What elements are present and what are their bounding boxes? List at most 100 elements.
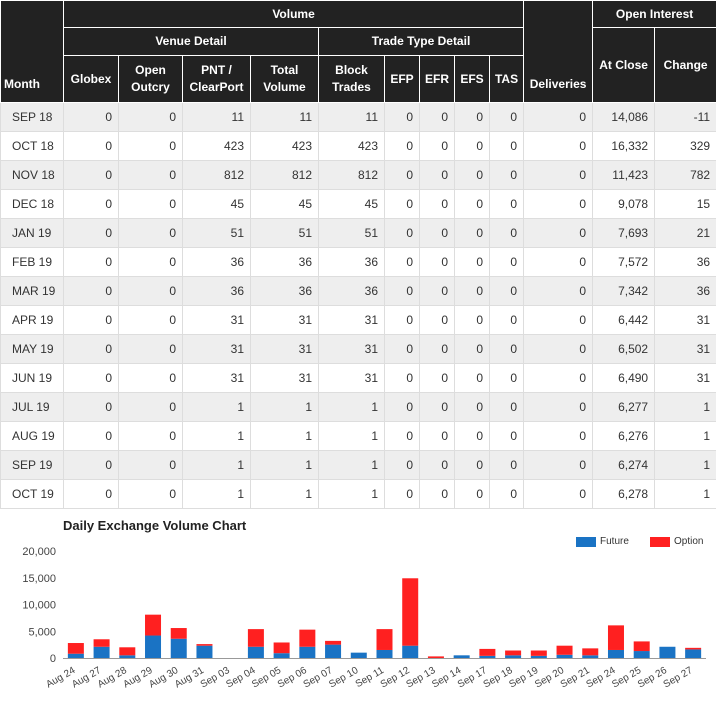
open-outcry-cell: 0 (118, 247, 183, 277)
efr-cell: 0 (419, 392, 455, 422)
month-cell: DEC 18 (0, 189, 64, 219)
block-trades-cell: 1 (318, 450, 385, 480)
deliveries-cell: 0 (523, 392, 594, 422)
bar-future-sep-26 (659, 646, 676, 658)
deliveries-cell: 0 (523, 305, 594, 335)
tas-cell: 0 (488, 218, 525, 248)
efs-cell: 0 (454, 421, 490, 451)
at-close-cell: 7,572 (592, 247, 656, 277)
at-close-cell: 6,277 (592, 392, 656, 422)
table-row: MAY 19 0 0 31 31 31 0 0 0 0 0 6,502 31 (0, 334, 716, 364)
tas-cell: 0 (488, 102, 525, 132)
change-cell: 21 (654, 218, 716, 248)
efs-cell: 0 (454, 334, 490, 364)
legend-label-future: Future (600, 536, 629, 547)
change-cell: 1 (654, 421, 716, 451)
bar-future-sep-05 (273, 653, 290, 658)
pnt-clearport-cell: 31 (182, 334, 251, 364)
efs-cell: 0 (454, 189, 490, 219)
efp-header: EFP (384, 55, 420, 103)
deliveries-cell: 0 (523, 479, 594, 509)
efr-cell: 0 (419, 218, 455, 248)
pnt-clearport-cell: 31 (182, 363, 251, 393)
pnt-clearport-header: PNT / ClearPort (182, 55, 251, 103)
efs-header: EFS (454, 55, 490, 103)
bar-option-sep-24 (607, 625, 624, 650)
deliveries-cell: 0 (523, 102, 594, 132)
globex-header: Globex (63, 55, 119, 103)
block-trades-cell: 45 (318, 189, 385, 219)
total-volume-cell: 36 (250, 247, 319, 277)
bar-option-sep-11 (376, 629, 393, 650)
efp-cell: 0 (384, 247, 420, 277)
legend-swatch-future (576, 536, 596, 547)
deliveries-header: Deliveries (523, 0, 594, 103)
bar-future-aug-24 (67, 653, 84, 658)
globex-cell: 0 (63, 363, 119, 393)
deliveries-cell: 0 (523, 218, 594, 248)
pnt-clearport-cell: 812 (182, 160, 251, 190)
bar-future-sep-21 (582, 655, 599, 658)
bar-future-sep-25 (633, 651, 650, 658)
pnt-clearport-cell: 1 (182, 421, 251, 451)
bar-option-aug-29 (145, 614, 162, 636)
block-trades-header: Block Trades (318, 55, 385, 103)
open-outcry-cell: 0 (118, 189, 183, 219)
table-row: SEP 18 0 0 11 11 11 0 0 0 0 0 14,086 -11 (0, 102, 716, 132)
trade-type-detail-header: Trade Type Detail (317, 27, 525, 56)
bar-future-aug-30 (170, 638, 187, 658)
change-cell: 329 (654, 131, 716, 161)
pnt-clearport-cell: 1 (182, 392, 251, 422)
change-cell: 31 (654, 363, 716, 393)
efs-cell: 0 (454, 276, 490, 306)
table-row: DEC 18 0 0 45 45 45 0 0 0 0 0 9,078 15 (0, 189, 716, 219)
month-cell: SEP 18 (0, 102, 64, 132)
month-cell: APR 19 (0, 305, 64, 335)
efs-cell: 0 (454, 450, 490, 480)
efr-cell: 0 (419, 247, 455, 277)
open-interest-group-header: Open Interest (592, 0, 716, 28)
tas-header: TAS (488, 55, 525, 103)
tas-cell: 0 (488, 479, 525, 509)
total-volume-cell: 1 (250, 450, 319, 480)
table-body: SEP 18 0 0 11 11 11 0 0 0 0 0 14,086 -11 OCT 18 0 0 423 4… (0, 102, 716, 509)
bar-future-sep-06 (299, 646, 316, 658)
tas-cell: 0 (488, 160, 525, 190)
efr-cell: 0 (419, 305, 455, 335)
bar-option-aug-28 (119, 647, 136, 656)
open-outcry-cell: 0 (118, 334, 183, 364)
y-tick-label: 0 (50, 653, 56, 665)
open-outcry-cell: 0 (118, 276, 183, 306)
legend-item-future[interactable]: Future (576, 536, 629, 547)
table-row: JAN 19 0 0 51 51 51 0 0 0 0 0 7,693 21 (0, 218, 716, 248)
efp-cell: 0 (384, 479, 420, 509)
pnt-clearport-cell: 51 (182, 218, 251, 248)
block-trades-cell: 31 (318, 305, 385, 335)
efr-cell: 0 (419, 421, 455, 451)
bar-option-sep-12 (402, 578, 419, 646)
table-row: NOV 18 0 0 812 812 812 0 0 0 0 0 11,423 782 (0, 160, 716, 190)
change-cell: 1 (654, 392, 716, 422)
tas-cell: 0 (488, 189, 525, 219)
legend-label-option: Option (674, 536, 704, 547)
efp-cell: 0 (384, 131, 420, 161)
month-cell: OCT 18 (0, 131, 64, 161)
bar-option-sep-19 (530, 650, 547, 656)
at-close-cell: 7,342 (592, 276, 656, 306)
bar-future-sep-17 (479, 655, 496, 658)
efr-cell: 0 (419, 131, 455, 161)
deliveries-cell: 0 (523, 189, 594, 219)
open-outcry-cell: 0 (118, 450, 183, 480)
deliveries-cell: 0 (523, 421, 594, 451)
bar-future-aug-29 (145, 635, 162, 658)
change-cell: 31 (654, 334, 716, 364)
legend-item-option[interactable]: Option (650, 536, 703, 547)
volume-group-header: Volume (62, 0, 525, 28)
efp-cell: 0 (384, 305, 420, 335)
bar-future-sep-14 (453, 655, 470, 658)
volume-table: Month Volume Deliveries Open Interest Ve… (0, 0, 716, 509)
total-volume-cell: 45 (250, 189, 319, 219)
efr-cell: 0 (419, 102, 455, 132)
open-outcry-cell: 0 (118, 218, 183, 248)
efr-cell: 0 (419, 450, 455, 480)
